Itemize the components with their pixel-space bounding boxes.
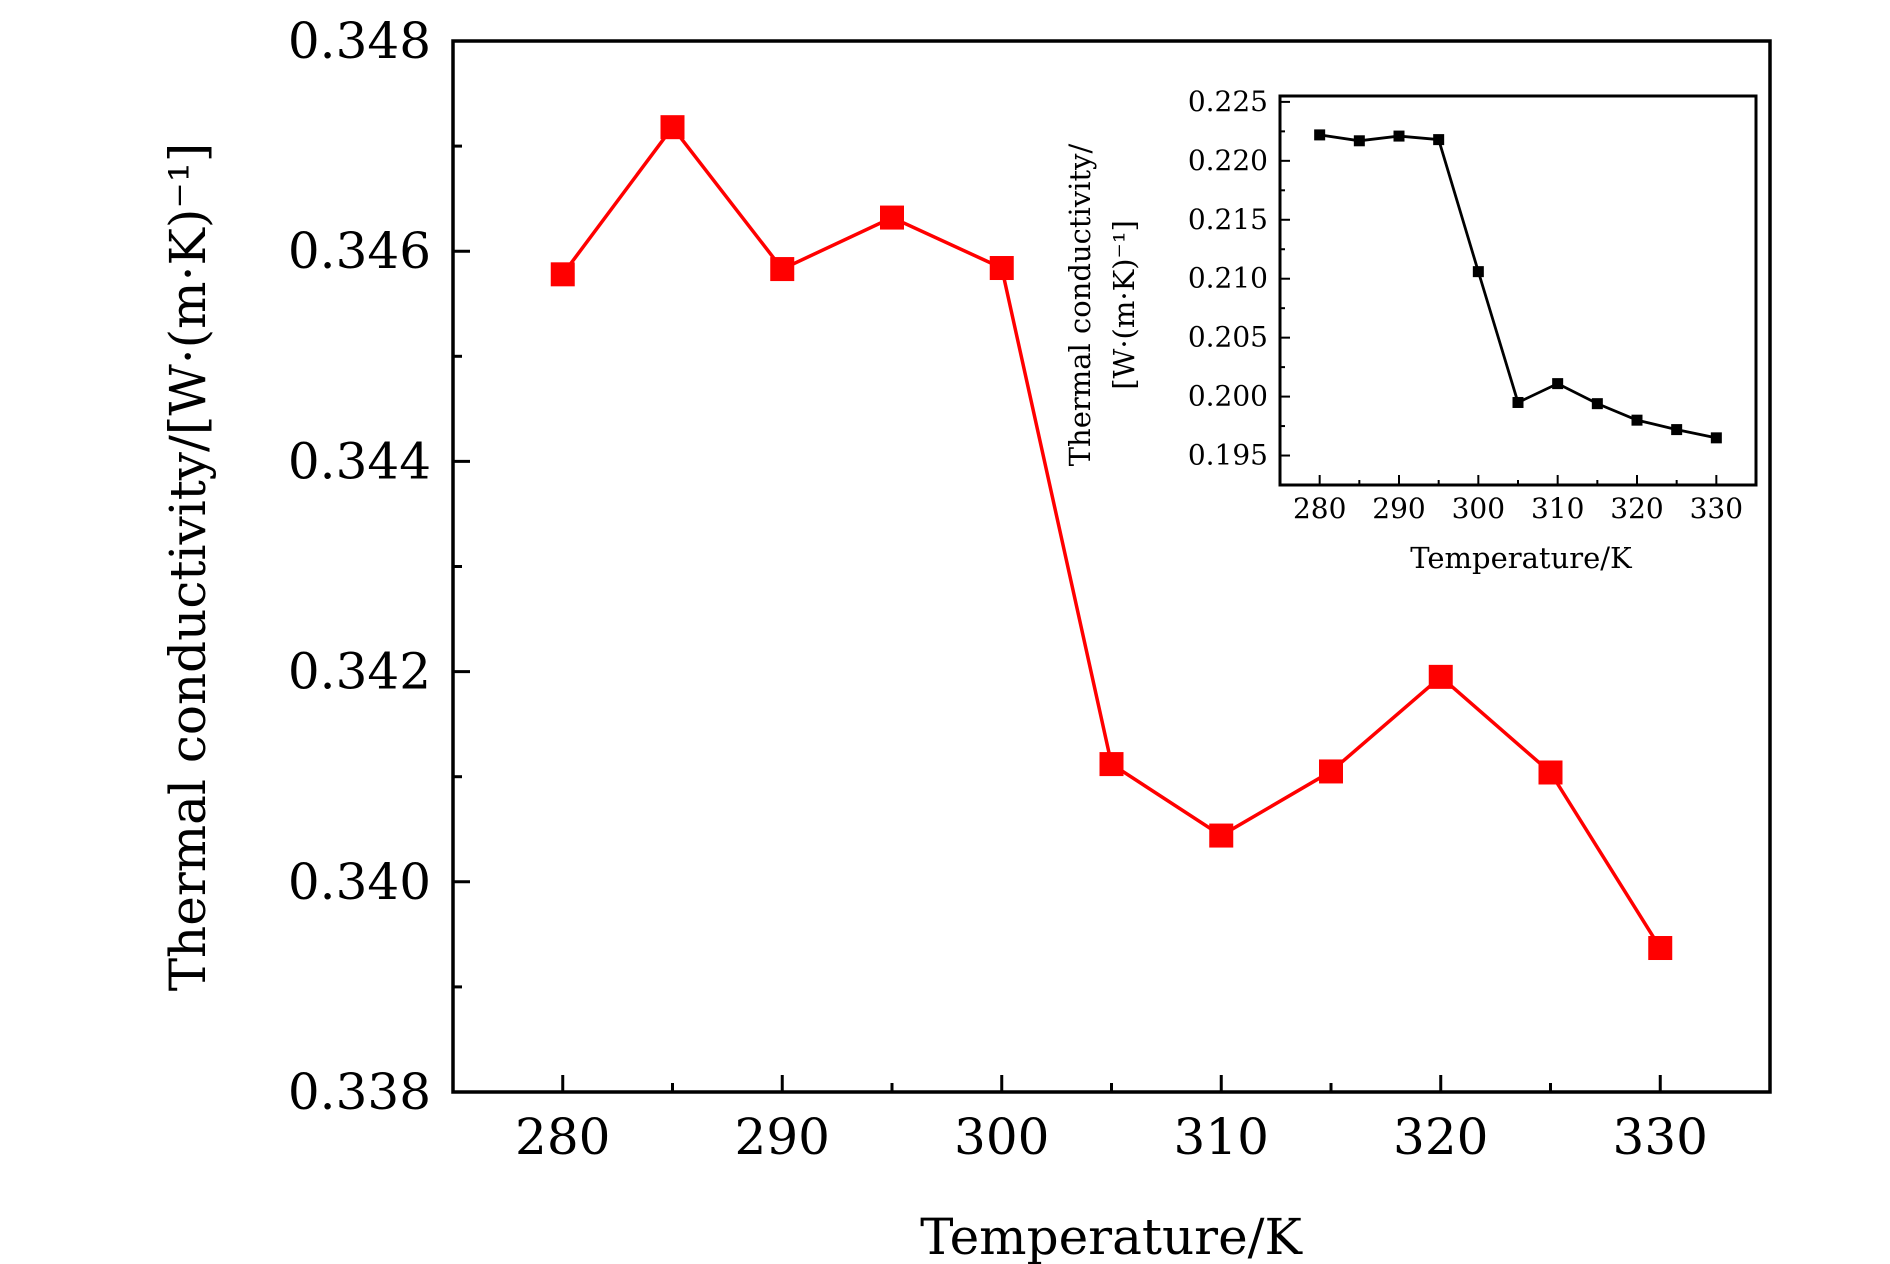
main-x-tick-label: 320 — [1393, 1108, 1488, 1166]
inset-y-tick-label: 0.225 — [1188, 85, 1268, 118]
main-data-point — [1648, 936, 1673, 961]
main-data-point — [770, 257, 795, 282]
main-x-tick-label: 330 — [1613, 1108, 1708, 1166]
main-tick-labels: 280 290 300 310 320 330 0.338 0.340 0.342 0.344 0.… — [288, 12, 1708, 1166]
inset-y-axis-title-line1: Thermal conductivity/ — [1063, 143, 1097, 466]
inset-x-tick-label: 280 — [1293, 492, 1346, 525]
inset-data-point — [1671, 424, 1683, 436]
inset-data-point — [1591, 398, 1603, 410]
inset-x-axis-title: Temperature/K — [1410, 541, 1633, 575]
main-y-tick-label: 0.344 — [288, 432, 431, 490]
main-y-tick-label: 0.342 — [288, 643, 431, 701]
inset-data-point — [1353, 135, 1365, 147]
inset-data-point — [1433, 134, 1445, 146]
inset-y-axis-title-line2: [W·(m·K)⁻¹] — [1107, 220, 1141, 390]
inset-y-tick-label: 0.195 — [1188, 439, 1268, 472]
main-y-tick-label: 0.340 — [288, 853, 431, 911]
inset-plot-frame — [1278, 94, 1758, 487]
main-data-point — [1319, 759, 1343, 784]
inset-y-tick-label: 0.215 — [1188, 203, 1268, 236]
inset-tick-labels: 280 290 300 310 320 330 0.195 0.200 0.205 0.210 0.… — [1188, 85, 1743, 525]
main-data-point — [1428, 664, 1453, 689]
main-y-axis-title: Thermal conductivity/[W·(m·K)⁻¹] — [159, 143, 217, 992]
main-data-point — [989, 256, 1014, 281]
main-data-point — [880, 205, 904, 230]
inset-y-tick-label: 0.210 — [1188, 262, 1268, 295]
inset-x-tick-label: 320 — [1610, 492, 1663, 525]
inset-data-point — [1512, 396, 1524, 408]
main-data-point — [1099, 752, 1124, 777]
inset-y-tick-label: 0.205 — [1188, 321, 1268, 354]
main-x-tick-label: 280 — [515, 1108, 610, 1166]
inset-x-tick-label: 290 — [1372, 492, 1425, 525]
inset-series-line — [1319, 133, 1717, 440]
inset-data-point — [1552, 378, 1564, 390]
inset-data-point — [1393, 130, 1405, 142]
main-y-tick-label: 0.348 — [288, 12, 431, 70]
inset-series — [1314, 129, 1722, 444]
inset-chart: 280 290 300 310 320 330 0.195 0.200 0.205 0.210 0.… — [1063, 85, 1758, 575]
inset-x-tick-label: 310 — [1531, 492, 1584, 525]
main-series — [550, 115, 1673, 961]
main-y-tick-label: 0.346 — [288, 222, 431, 280]
main-data-point — [550, 262, 575, 287]
main-x-axis-title: Temperature/K — [920, 1208, 1303, 1264]
main-chart: 280 290 300 310 320 330 0.338 0.340 0.342 0.344 0.… — [159, 12, 1772, 1264]
main-data-point — [1538, 760, 1563, 785]
main-x-tick-label: 300 — [954, 1108, 1049, 1166]
inset-ticks — [1280, 100, 1718, 485]
inset-data-point — [1631, 414, 1643, 426]
main-data-point — [1209, 823, 1234, 848]
main-ticks — [453, 39, 1662, 1094]
inset-y-tick-label: 0.200 — [1188, 380, 1268, 413]
inset-data-point — [1472, 266, 1484, 278]
main-data-point — [660, 115, 685, 140]
main-y-tick-label: 0.338 — [288, 1063, 431, 1121]
main-x-tick-label: 290 — [735, 1108, 830, 1166]
inset-y-tick-label: 0.220 — [1188, 144, 1268, 177]
inset-x-tick-label: 300 — [1452, 492, 1505, 525]
main-x-tick-label: 310 — [1174, 1108, 1269, 1166]
inset-x-tick-label: 330 — [1690, 492, 1743, 525]
inset-data-point — [1314, 129, 1326, 141]
inset-data-point — [1710, 432, 1722, 444]
